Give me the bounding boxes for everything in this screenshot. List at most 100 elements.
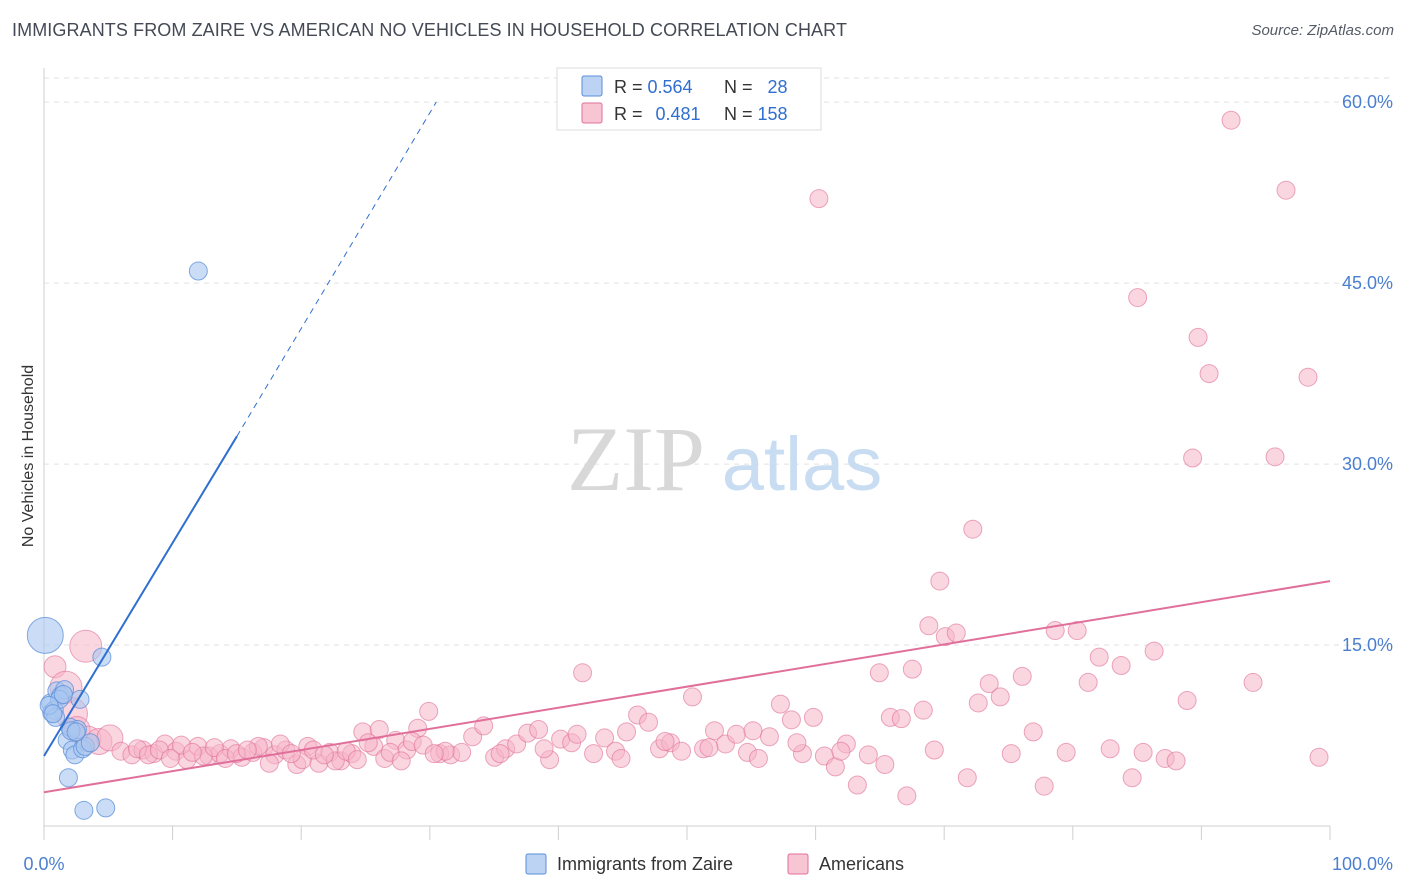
point-americans-80 bbox=[902, 659, 922, 679]
point-americans-152 bbox=[314, 745, 334, 765]
x-tick-label-0: 0.0% bbox=[23, 854, 64, 874]
point-zaire-0 bbox=[26, 616, 64, 654]
point-americans-71 bbox=[803, 707, 823, 727]
point-americans-62 bbox=[704, 721, 724, 741]
point-americans-76 bbox=[858, 745, 878, 765]
point-americans-157 bbox=[391, 751, 411, 771]
watermark-atlas: atlas bbox=[722, 422, 883, 507]
point-americans-134 bbox=[743, 721, 763, 741]
point-americans-54 bbox=[617, 722, 637, 742]
x-tick-label-1: 100.0% bbox=[1332, 854, 1393, 874]
point-americans-137 bbox=[875, 754, 895, 774]
point-americans-82 bbox=[919, 616, 939, 636]
point-americans-51 bbox=[584, 744, 604, 764]
point-americans-108 bbox=[1177, 691, 1197, 711]
point-americans-130 bbox=[567, 724, 587, 744]
trend-line-zaire-extension bbox=[236, 101, 437, 437]
point-zaire-18 bbox=[188, 261, 208, 281]
point-americans-113 bbox=[1243, 672, 1263, 692]
point-americans-50 bbox=[573, 663, 593, 683]
point-americans-131 bbox=[611, 748, 631, 768]
legend-r-value-1: 0.564 bbox=[648, 77, 693, 97]
point-zaire-19 bbox=[74, 800, 94, 820]
svg-text:R = 0.481: R = 0.481 bbox=[614, 104, 701, 124]
point-americans-129 bbox=[534, 739, 554, 759]
trend-line-zaire bbox=[43, 435, 238, 757]
point-americans-118 bbox=[809, 189, 829, 209]
point-americans-39 bbox=[452, 742, 472, 762]
point-americans-36 bbox=[419, 701, 439, 721]
point-americans-64 bbox=[726, 724, 746, 744]
point-americans-110 bbox=[1188, 327, 1208, 347]
point-americans-94 bbox=[1023, 722, 1043, 742]
svg-text:N = 158: N = 158 bbox=[724, 104, 788, 124]
point-americans-68 bbox=[770, 694, 790, 714]
point-zaire-11 bbox=[58, 768, 78, 788]
legend-bottom-swatch-blue bbox=[525, 853, 547, 875]
point-americans-142 bbox=[160, 748, 180, 768]
y-tick-label-2: 45.0% bbox=[1342, 273, 1393, 293]
legend-r-label-2: R = bbox=[614, 104, 648, 124]
legend-bottom-label-blue: Immigrants from Zaire bbox=[557, 854, 733, 874]
point-americans-154 bbox=[347, 750, 367, 770]
point-americans-86 bbox=[946, 623, 966, 643]
legend-bottom-swatch-pink bbox=[787, 853, 809, 875]
point-americans-46 bbox=[529, 719, 549, 739]
point-americans-83 bbox=[924, 740, 944, 760]
y-tick-labels: 15.0% 30.0% 45.0% 60.0% bbox=[1342, 92, 1393, 655]
point-americans-114 bbox=[1265, 447, 1285, 467]
trend-lines bbox=[43, 101, 1331, 794]
point-americans-155 bbox=[358, 733, 378, 753]
chart-source: Source: ZipAtlas.com bbox=[1251, 22, 1394, 39]
legend-series: Immigrants from Zaire Americans bbox=[525, 853, 904, 875]
gridlines bbox=[44, 77, 1392, 646]
point-zaire-20 bbox=[96, 798, 116, 818]
point-americans-143 bbox=[182, 742, 202, 762]
point-americans-84 bbox=[930, 571, 950, 591]
point-americans-135 bbox=[787, 733, 807, 753]
point-americans-107 bbox=[1166, 751, 1186, 771]
point-americans-101 bbox=[1100, 739, 1120, 759]
y-tick-label-0: 15.0% bbox=[1342, 635, 1393, 655]
svg-text:R = 0.564: R = 0.564 bbox=[614, 77, 693, 97]
point-americans-56 bbox=[639, 712, 659, 732]
point-americans-67 bbox=[759, 727, 779, 747]
point-americans-81 bbox=[913, 700, 933, 720]
x-tick-labels: 0.0% 100.0% bbox=[23, 854, 1393, 874]
point-americans-99 bbox=[1078, 672, 1098, 692]
point-americans-98 bbox=[1067, 621, 1087, 641]
point-americans-147 bbox=[237, 740, 257, 760]
chart-title: IMMIGRANTS FROM ZAIRE VS AMERICAN NO VEH… bbox=[12, 20, 848, 40]
y-tick-label-3: 60.0% bbox=[1342, 92, 1393, 112]
trend-line-americans bbox=[43, 580, 1331, 794]
point-americans-93 bbox=[1012, 666, 1032, 686]
point-americans-75 bbox=[847, 775, 867, 795]
point-americans-133 bbox=[699, 738, 719, 758]
legend-n-value-1: 28 bbox=[768, 77, 788, 97]
legend-bottom-label-pink: Americans bbox=[819, 854, 904, 874]
point-americans-87 bbox=[957, 768, 977, 788]
point-americans-132 bbox=[655, 732, 675, 752]
point-americans-59 bbox=[672, 741, 692, 761]
legend-r-value-2: 0.481 bbox=[656, 104, 701, 124]
point-americans-91 bbox=[990, 687, 1010, 707]
point-americans-77 bbox=[869, 663, 889, 683]
point-americans-90 bbox=[979, 674, 999, 694]
legend-stats: R = 0.564 N = 28 R = 0.481 N = 158 bbox=[556, 67, 822, 131]
point-zaire-22 bbox=[53, 684, 73, 704]
point-americans-60 bbox=[682, 687, 702, 707]
point-americans-159 bbox=[424, 744, 444, 764]
point-americans-66 bbox=[748, 748, 768, 768]
point-americans-116 bbox=[1298, 367, 1318, 387]
point-zaire-25 bbox=[80, 733, 100, 753]
legend-n-label-1: N = bbox=[724, 77, 758, 97]
legend-r-label-1: R = bbox=[614, 77, 648, 97]
point-americans-128 bbox=[490, 744, 510, 764]
point-americans-103 bbox=[1122, 768, 1142, 788]
point-americans-112 bbox=[1221, 110, 1241, 130]
point-americans-79 bbox=[891, 709, 911, 729]
point-americans-92 bbox=[1001, 744, 1021, 764]
point-americans-104 bbox=[1133, 742, 1153, 762]
point-americans-117 bbox=[1309, 747, 1329, 767]
